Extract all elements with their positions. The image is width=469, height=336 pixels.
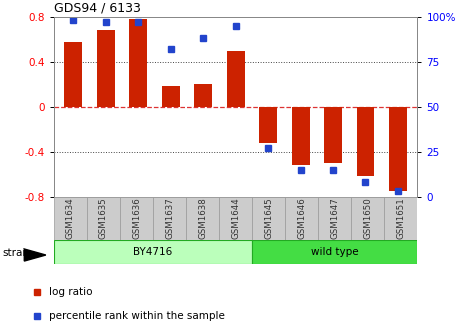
Text: GSM1634: GSM1634	[66, 198, 75, 239]
Bar	[54, 240, 252, 264]
Bar	[194, 84, 212, 107]
Polygon shape	[24, 249, 46, 261]
Bar	[162, 86, 180, 107]
Bar	[385, 197, 417, 240]
Text: GSM1651: GSM1651	[396, 198, 405, 239]
Text: strain: strain	[2, 248, 32, 258]
Text: GSM1635: GSM1635	[99, 198, 108, 239]
Bar	[129, 19, 147, 107]
Text: wild type: wild type	[311, 247, 359, 257]
Bar	[227, 50, 245, 107]
Text: GSM1638: GSM1638	[198, 198, 207, 239]
Text: GSM1650: GSM1650	[363, 198, 372, 239]
Bar	[252, 240, 417, 264]
Bar	[389, 107, 407, 191]
Bar	[64, 42, 83, 107]
Bar	[54, 197, 87, 240]
Bar	[219, 197, 252, 240]
Bar	[87, 197, 120, 240]
Bar	[351, 197, 385, 240]
Bar	[97, 30, 115, 107]
Text: BY4716: BY4716	[134, 247, 173, 257]
Bar	[120, 197, 153, 240]
Bar	[356, 107, 374, 176]
Bar	[285, 197, 318, 240]
Text: GSM1644: GSM1644	[231, 198, 240, 239]
Bar	[292, 107, 310, 165]
Bar	[318, 197, 351, 240]
Bar	[186, 197, 219, 240]
Text: GDS94 / 6133: GDS94 / 6133	[54, 1, 141, 14]
Text: GSM1636: GSM1636	[132, 198, 141, 239]
Bar	[259, 107, 277, 143]
Text: percentile rank within the sample: percentile rank within the sample	[49, 310, 225, 321]
Bar	[252, 197, 285, 240]
Text: GSM1646: GSM1646	[297, 198, 306, 239]
Text: GSM1647: GSM1647	[330, 198, 339, 239]
Bar	[153, 197, 186, 240]
Bar	[324, 107, 342, 163]
Text: log ratio: log ratio	[49, 287, 93, 297]
Text: GSM1645: GSM1645	[264, 198, 273, 239]
Text: GSM1637: GSM1637	[165, 198, 174, 239]
